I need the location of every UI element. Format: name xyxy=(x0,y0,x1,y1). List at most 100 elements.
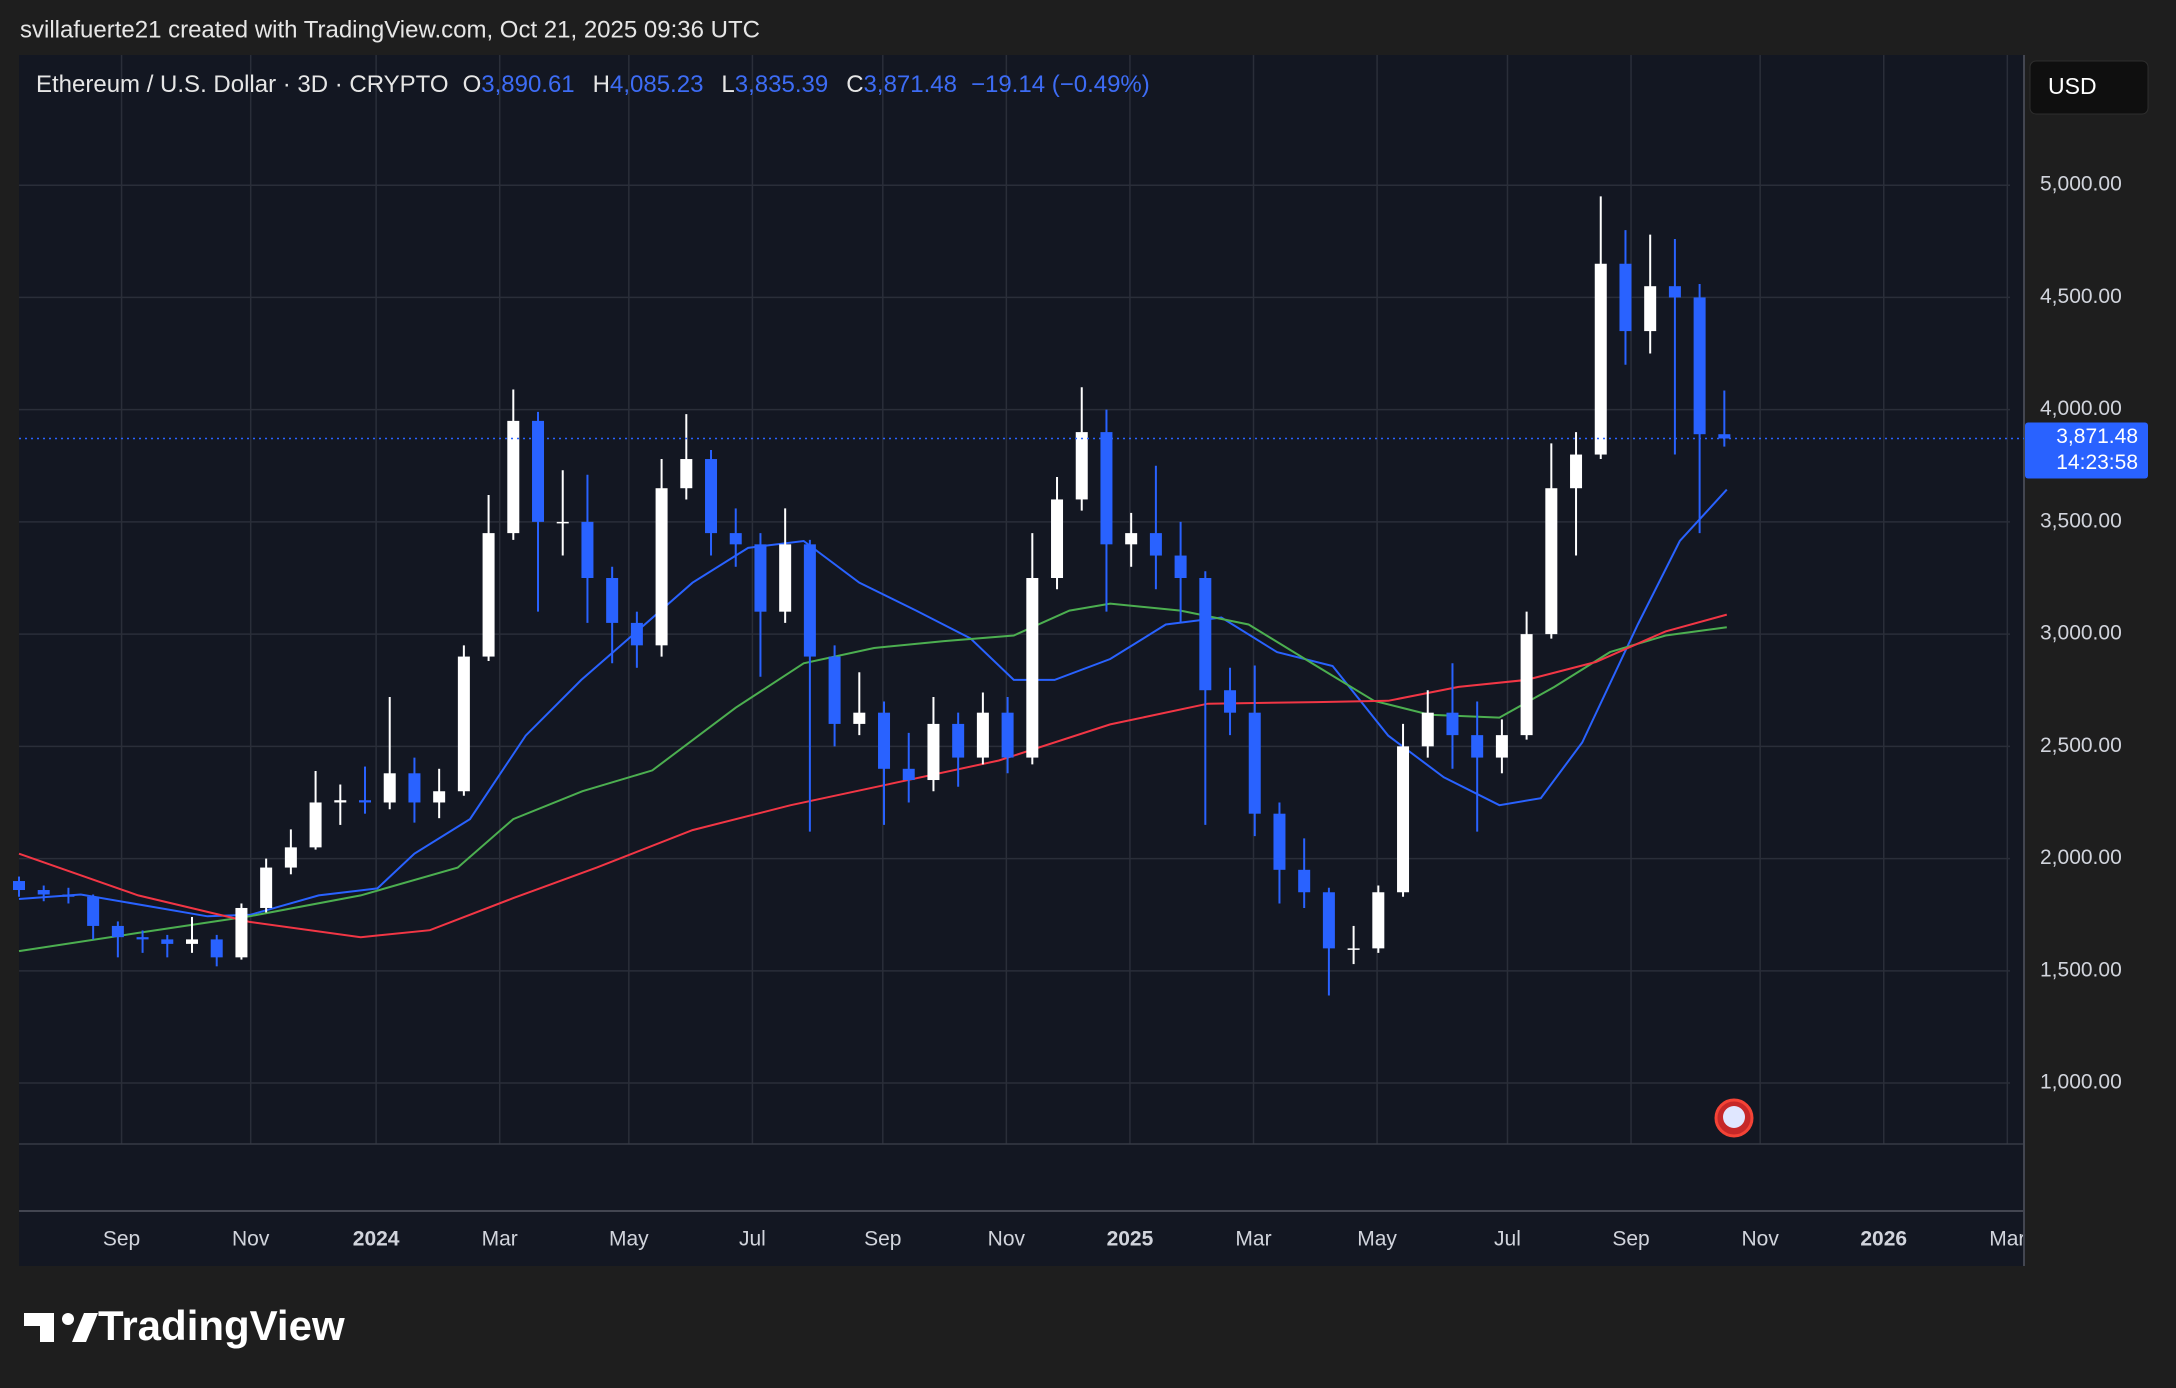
candle-body xyxy=(1718,434,1731,439)
candle-body xyxy=(1668,286,1681,298)
candle-body xyxy=(556,521,569,524)
candle-body xyxy=(1001,712,1014,758)
candle-body xyxy=(260,867,273,908)
event-icon-inner xyxy=(1723,1106,1745,1128)
currency[interactable]: USD xyxy=(2048,73,2097,99)
y-tick-label: 5,000.00 xyxy=(2040,173,2122,196)
candle-body xyxy=(1570,454,1583,489)
candle-body xyxy=(606,578,619,623)
candle-body xyxy=(729,533,742,545)
x-tick-label: Jul xyxy=(1494,1228,1521,1251)
candle-body xyxy=(284,847,297,868)
candle-body xyxy=(1495,735,1508,758)
y-tick-label: 4,000.00 xyxy=(2040,397,2122,420)
candle-body xyxy=(1199,578,1212,691)
candles xyxy=(13,196,1731,996)
currency-button[interactable]: USD xyxy=(2029,60,2149,115)
ohlc-key: O xyxy=(463,71,482,98)
ohlc-value: 3,871.48 xyxy=(864,71,957,98)
brand: TradingView xyxy=(98,1302,345,1349)
candle-body xyxy=(655,488,668,646)
x-tick-label: 2024 xyxy=(353,1228,400,1251)
candle-body xyxy=(1397,746,1410,893)
currency-box[interactable] xyxy=(2029,60,2149,115)
candle-body xyxy=(532,420,545,522)
candle-body xyxy=(457,656,470,792)
candle-body xyxy=(507,420,520,534)
candle-body xyxy=(1619,263,1632,332)
candle-body xyxy=(952,723,965,758)
countdown: 14:23:58 xyxy=(2056,451,2138,474)
y-tick-label: 2,500.00 xyxy=(2040,734,2122,757)
x-tick-label: Nov xyxy=(1741,1228,1779,1251)
candle-body xyxy=(1322,892,1335,949)
candle-body xyxy=(62,894,75,897)
candle-body xyxy=(136,937,149,940)
legend: Ethereum / U.S. Dollar · 3D · CRYPTO O3,8… xyxy=(36,71,1150,98)
attribution: svillafuerte21 created with TradingView.… xyxy=(20,16,760,43)
candle-body xyxy=(927,723,940,781)
y-tick-label: 4,500.00 xyxy=(2040,285,2122,308)
x-tick-label: 2025 xyxy=(1107,1228,1154,1251)
candle-body xyxy=(1026,578,1039,758)
chart-pane xyxy=(19,55,2024,1266)
x-tick-label: Sep xyxy=(864,1228,901,1251)
x-tick-label: May xyxy=(609,1228,649,1251)
candle-body xyxy=(680,459,693,489)
ohlc-key: C xyxy=(846,71,863,98)
candle-body xyxy=(754,544,767,612)
last-price-box xyxy=(2025,422,2148,479)
candle-body xyxy=(359,800,372,803)
candle-body xyxy=(111,925,124,938)
ohlc-key: L xyxy=(721,71,734,98)
candle-body xyxy=(853,712,866,724)
x-tick-label: Sep xyxy=(1612,1228,1649,1251)
y-tick-label: 1,500.00 xyxy=(2040,958,2122,981)
moving-average xyxy=(18,602,1727,953)
candle-body xyxy=(1471,735,1484,758)
candle-body xyxy=(1174,555,1187,579)
candle-body xyxy=(705,459,718,534)
ohlc-value: 3,890.61 xyxy=(481,71,574,98)
logo-dot xyxy=(62,1313,74,1325)
x-tick-label: Jul xyxy=(739,1228,766,1251)
change: −19.14 (−0.49%) xyxy=(971,71,1150,98)
symbol-title: Ethereum / U.S. Dollar · 3D · CRYPTO xyxy=(36,71,449,98)
x-tick-label: Sep xyxy=(103,1228,140,1251)
x-tick-label: Mar xyxy=(1989,1228,2025,1251)
y-tick-label: 3,500.00 xyxy=(2040,509,2122,532)
candle-body xyxy=(1520,634,1533,736)
candle-body xyxy=(1248,712,1261,814)
candle-body xyxy=(1446,712,1459,736)
candle-body xyxy=(803,544,816,657)
x-tick-label: Nov xyxy=(988,1228,1026,1251)
logo-mark xyxy=(24,1313,54,1342)
candle-body xyxy=(1347,948,1360,950)
logo-slash xyxy=(72,1313,98,1342)
candle-body xyxy=(1298,869,1311,893)
candle-body xyxy=(87,896,100,926)
candle-body xyxy=(1100,432,1113,545)
y-tick-label: 1,000.00 xyxy=(2040,1071,2122,1094)
y-tick-label: 3,000.00 xyxy=(2040,622,2122,645)
brand-logo: TradingView xyxy=(24,1302,345,1349)
candle-body xyxy=(1149,533,1162,556)
last-price-label: 3,871.48 xyxy=(2056,425,2138,448)
candle-body xyxy=(383,773,396,803)
candle-body xyxy=(779,544,792,612)
candle-body xyxy=(334,800,347,803)
x-tick-label: Mar xyxy=(482,1228,518,1251)
candle-body xyxy=(1125,533,1138,545)
candle-body xyxy=(186,939,199,944)
candle-body xyxy=(902,768,915,781)
candle-body xyxy=(1545,488,1558,635)
candle-body xyxy=(482,533,495,657)
candle-body xyxy=(161,939,174,944)
moving-average xyxy=(18,488,1728,918)
x-tick-label: Nov xyxy=(232,1228,270,1251)
candle-body xyxy=(1421,712,1434,747)
candle-body xyxy=(309,802,322,848)
x-tick-label: 2026 xyxy=(1860,1228,1907,1251)
candle-body xyxy=(828,656,841,724)
